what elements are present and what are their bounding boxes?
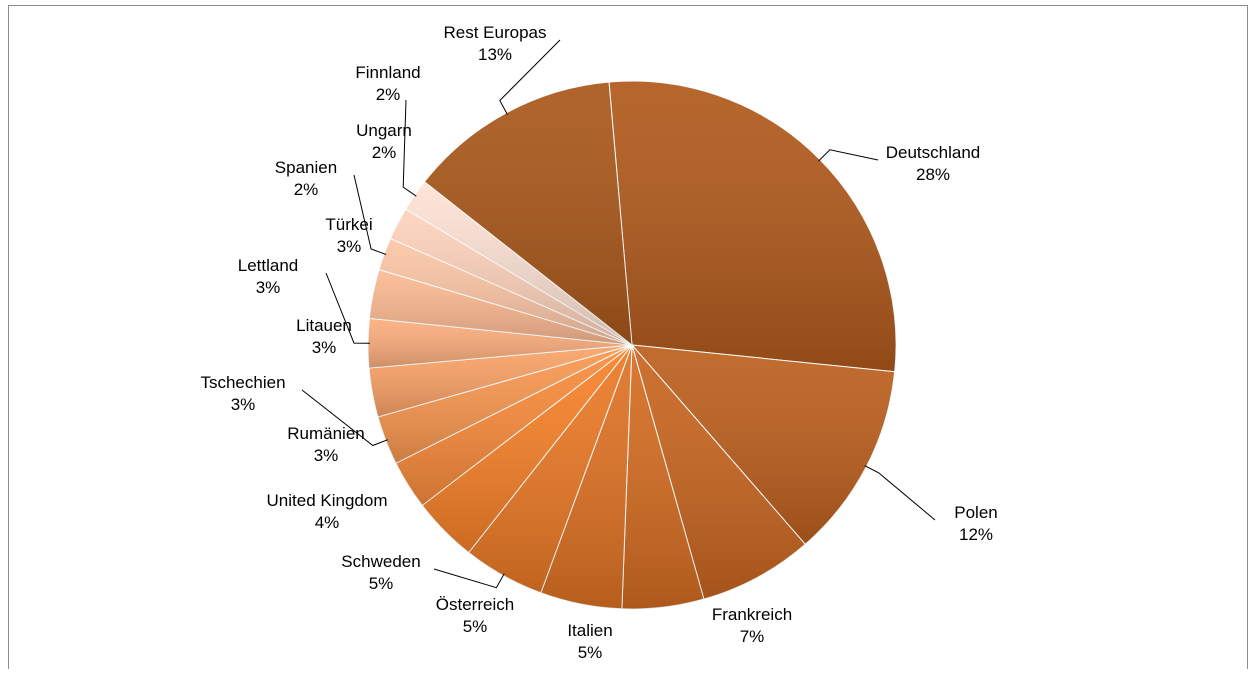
slice-label-deutschland: Deutschland (886, 143, 981, 162)
leader-line-schweden (433, 568, 505, 589)
leader-line-rest-europas (499, 39, 561, 115)
pie-slices (367, 80, 897, 610)
slice-value-frankreich: 7% (740, 627, 765, 646)
slice-label-ungarn: Ungarn (356, 121, 412, 140)
slice-value-tschechien: 3% (231, 395, 256, 414)
leader-line-tschechien (301, 389, 388, 447)
chart-frame (8, 5, 1248, 669)
slice-value-schweden: 5% (369, 574, 394, 593)
slice-value-litauen: 3% (312, 338, 337, 357)
pie-slice-shade-deutschland (608, 80, 897, 372)
slice-label-rest-europas: Rest Europas (444, 23, 547, 42)
pie-slice-shade-tschechien (377, 345, 632, 464)
slice-labels: Deutschland 28% Polen 12% Frankreich 7% Italie… (200, 23, 997, 662)
slice-value-polen: 12% (959, 525, 993, 544)
slice-label-lettland: Lettland (238, 256, 299, 275)
slice-label-türkei: Türkei (325, 215, 372, 234)
slice-label-united-kingdom: United Kingdom (267, 491, 388, 510)
leader-lines (301, 39, 936, 589)
pie-slice-shade-united-kingdom (422, 345, 632, 553)
leader-line-spanien (353, 174, 387, 255)
leader-line-finnland (402, 99, 417, 197)
slice-label-polen: Polen (954, 503, 997, 522)
slice-label-finnland: Finnland (355, 63, 420, 82)
pie-slice-shade-polen (632, 345, 895, 545)
slice-label-frankreich: Frankreich (712, 605, 792, 624)
pie-slice-shade-finnland (405, 181, 632, 345)
pie-slice-shade-rumänien (395, 345, 632, 506)
slice-value-united-kingdom: 4% (315, 513, 340, 532)
slice-value-österreich: 5% (463, 617, 488, 636)
pie-slice-shade-türkei (369, 269, 632, 345)
pie-slice-shade-schweden (468, 345, 632, 593)
leader-line-lettland (325, 272, 371, 344)
pie-slice-shade-österreich (540, 345, 632, 609)
slice-label-litauen: Litauen (296, 316, 352, 335)
slice-label-österreich: Österreich (436, 595, 514, 614)
pie-slice-shade-ungarn (390, 209, 632, 345)
slice-label-schweden: Schweden (341, 552, 420, 571)
slice-value-italien: 5% (578, 643, 603, 662)
slice-value-lettland: 3% (256, 278, 281, 297)
slice-value-spanien: 2% (294, 180, 319, 199)
pie-slice-shade-litauen (369, 345, 632, 417)
slice-label-italien: Italien (567, 621, 612, 640)
pie-slice-shade-lettland (367, 318, 632, 369)
leader-line-polen (864, 465, 936, 521)
leader-line-deutschland (818, 149, 879, 162)
pie-slice-shade-rest-europas (424, 82, 632, 345)
slice-value-türkei: 3% (337, 237, 362, 256)
slice-label-spanien: Spanien (275, 158, 337, 177)
slice-value-finnland: 2% (376, 85, 401, 104)
pie-slice-shade-frankreich (632, 345, 806, 600)
slice-label-rumänien: Rumänien (287, 424, 365, 443)
pie-slice-shade-italien (621, 345, 704, 610)
pie-slice-shade-spanien (379, 238, 632, 345)
slice-value-rumänien: 3% (314, 446, 339, 465)
slice-label-tschechien: Tschechien (200, 373, 285, 392)
slice-value-deutschland: 28% (916, 165, 950, 184)
slice-value-ungarn: 2% (372, 143, 397, 162)
slice-value-rest-europas: 13% (478, 45, 512, 64)
